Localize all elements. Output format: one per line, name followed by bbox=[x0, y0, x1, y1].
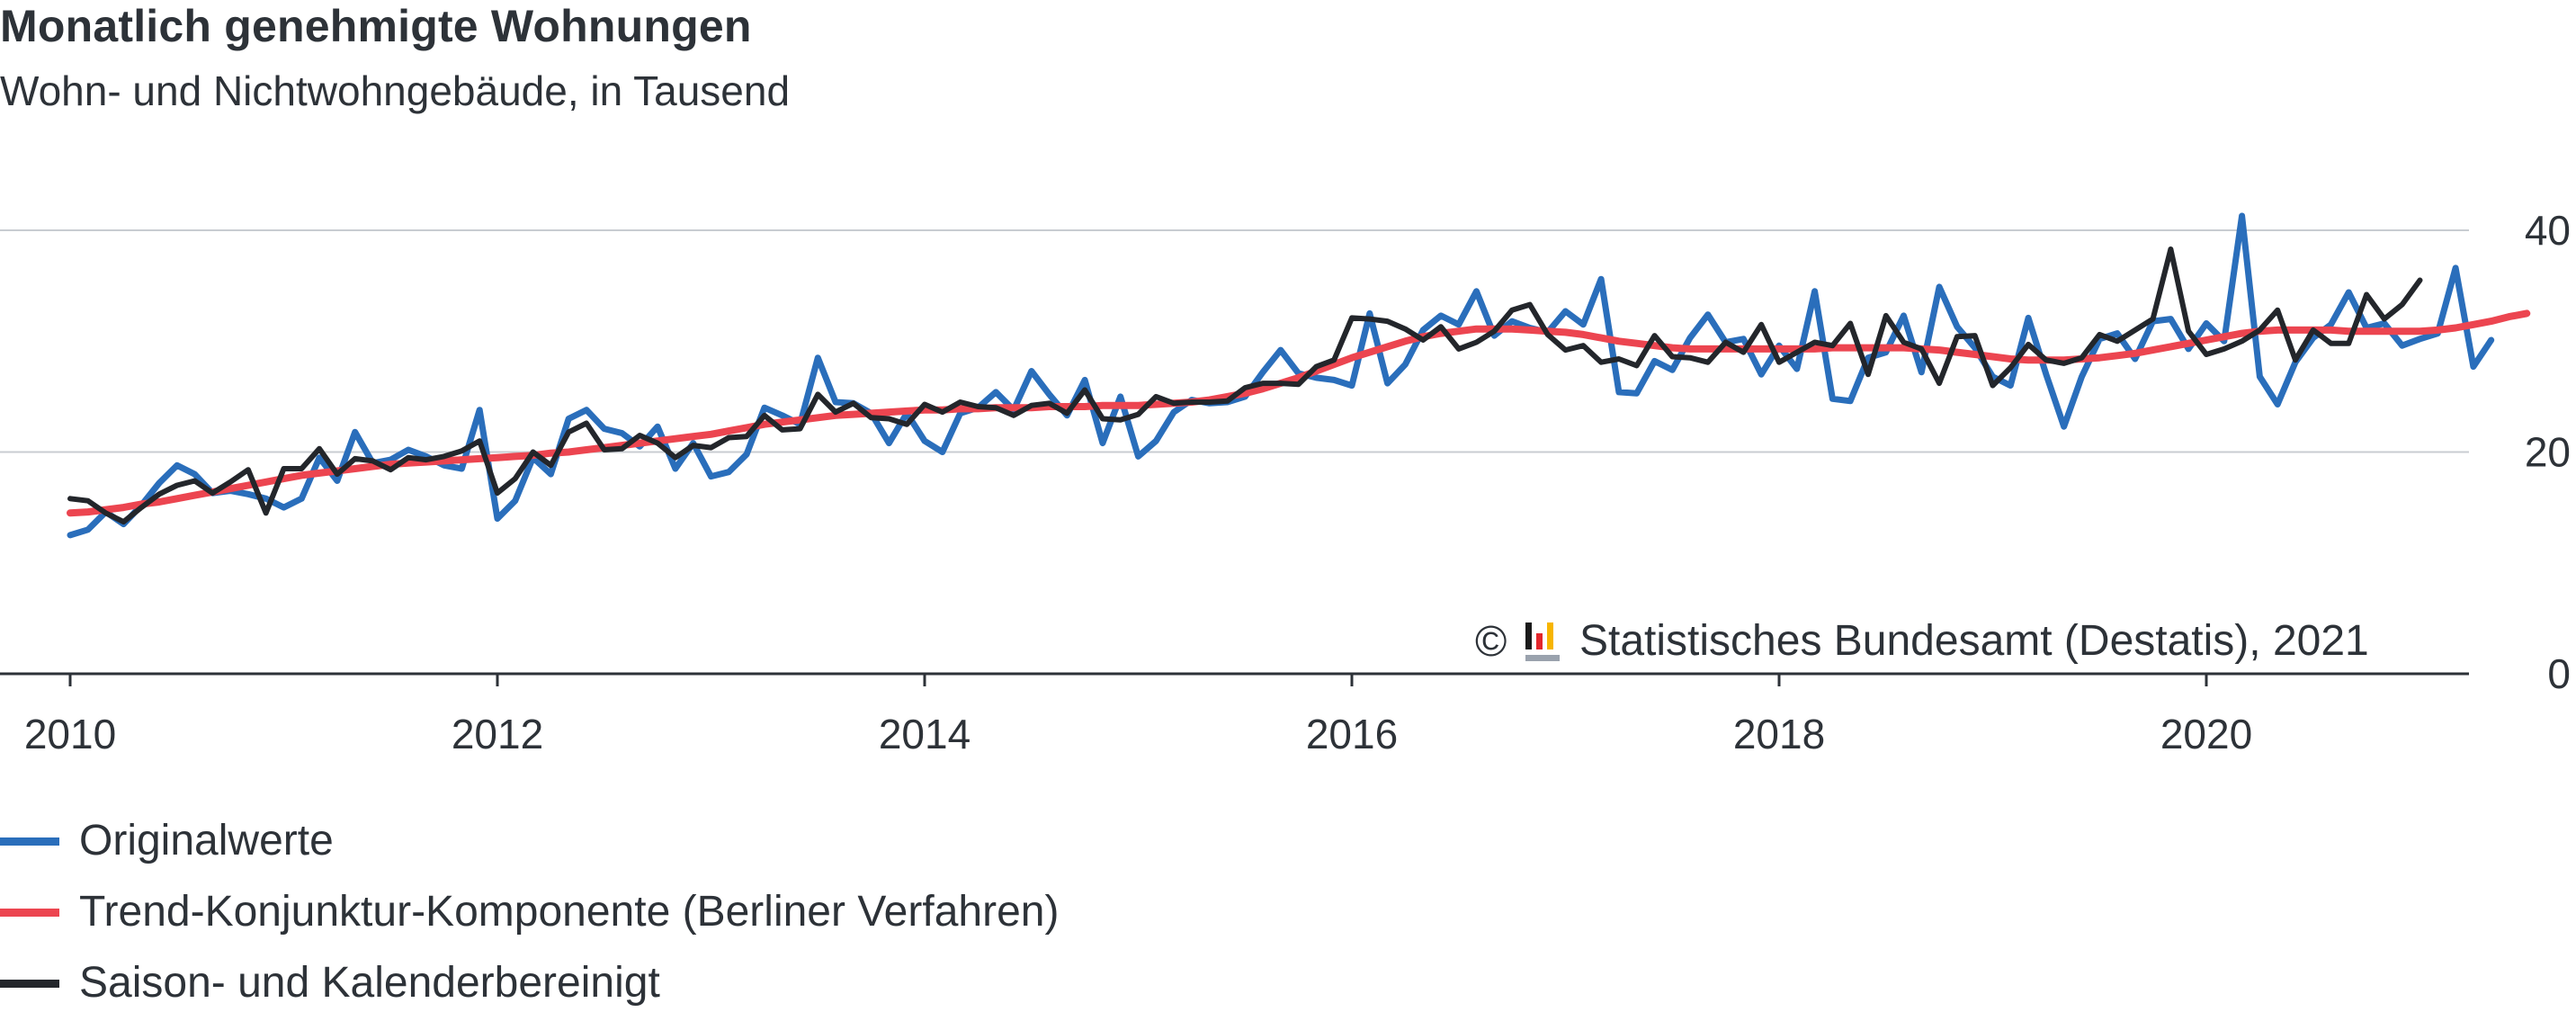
x-axis-ticks: 2010 2012 2014 2016 2018 2020 bbox=[24, 674, 2252, 757]
legend-label-originalwerte: Originalwerte bbox=[79, 817, 334, 864]
legend-swatch-originalwerte bbox=[0, 837, 59, 846]
legend-swatch-trend bbox=[0, 909, 59, 917]
y-axis-labels: 0 20 40 bbox=[2525, 207, 2571, 697]
chart-subtitle: Wohn- und Nichtwohngebäude, in Tausend bbox=[0, 67, 791, 114]
series-line-trend bbox=[67, 309, 2531, 517]
y-tick-label-20: 20 bbox=[2525, 429, 2571, 476]
y-tick-label-40: 40 bbox=[2525, 207, 2571, 254]
x-tick-label-2020: 2020 bbox=[2160, 711, 2252, 757]
series-lines bbox=[67, 212, 2531, 539]
destatis-logo-icon bbox=[1525, 622, 1560, 661]
source-text: Statistisches Bundesamt (Destatis), 2021 bbox=[1579, 617, 2369, 665]
y-tick-label-0: 0 bbox=[2547, 650, 2571, 697]
x-tick-label-2018: 2018 bbox=[1733, 711, 1825, 757]
logo-bar-black bbox=[1525, 622, 1532, 649]
copyright-symbol: © bbox=[1475, 618, 1507, 666]
x-tick-label-2016: 2016 bbox=[1306, 711, 1398, 757]
legend-label-trend: Trend-Konjunktur-Komponente (Berliner Ve… bbox=[79, 888, 1060, 936]
series-line-adjusted bbox=[67, 246, 2423, 525]
source-credit: © Statistisches Bundesamt (Destatis), 20… bbox=[1475, 617, 2369, 666]
x-tick-label-2010: 2010 bbox=[24, 711, 116, 757]
logo-bar-red bbox=[1536, 633, 1543, 649]
legend-swatch-adjusted bbox=[0, 980, 59, 988]
series-line-originalwerte bbox=[67, 212, 2495, 539]
x-tick-label-2012: 2012 bbox=[452, 711, 543, 757]
x-tick-label-2014: 2014 bbox=[879, 711, 970, 757]
logo-bar-gold bbox=[1547, 622, 1553, 649]
chart-title: Monatlich genehmigte Wohnungen bbox=[0, 1, 752, 51]
logo-base bbox=[1525, 655, 1560, 661]
legend-label-adjusted: Saison- und Kalenderbereinigt bbox=[79, 959, 660, 1007]
